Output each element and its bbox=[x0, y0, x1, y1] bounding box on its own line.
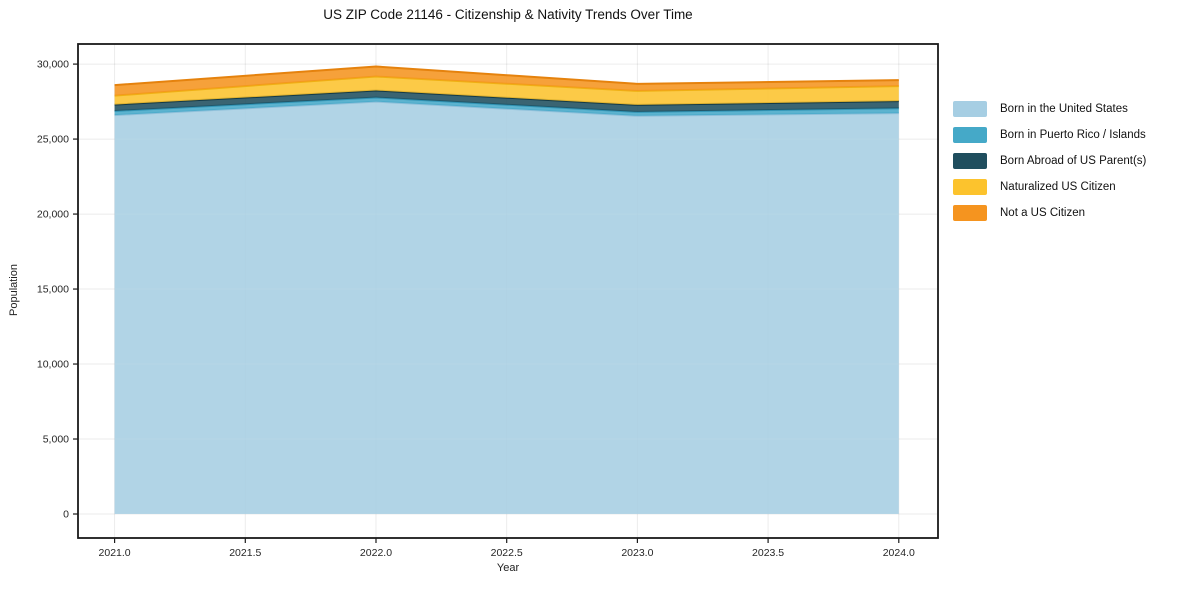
legend: Born in the United States Born in Puerto … bbox=[953, 101, 1146, 231]
legend-label: Born in Puerto Rico / Islands bbox=[1000, 129, 1146, 141]
legend-swatch bbox=[953, 127, 987, 143]
y-tick-label: 25,000 bbox=[37, 134, 69, 146]
stacked-areas bbox=[114, 65, 899, 514]
legend-label: Not a US Citizen bbox=[1000, 207, 1086, 219]
axes-spines bbox=[77, 43, 939, 539]
legend-item-born-in-the-united-states: Born in the United States bbox=[953, 101, 1146, 117]
y-tick-label: 15,000 bbox=[37, 284, 69, 296]
y-tick-label: 5,000 bbox=[43, 434, 69, 446]
legend-item-born-in-puerto-rico-islands: Born in Puerto Rico / Islands bbox=[953, 127, 1146, 143]
x-tick-label: 2022.0 bbox=[360, 547, 392, 559]
x-tick-label: 2021.0 bbox=[99, 547, 131, 559]
x-tick-label: 2021.5 bbox=[229, 547, 261, 559]
area-born-in-the-united-states bbox=[114, 101, 899, 514]
legend-label: Born Abroad of US Parent(s) bbox=[1000, 155, 1147, 167]
legend-label: Born in the United States bbox=[1000, 103, 1128, 115]
legend-item-not-a-us-citizen: Not a US Citizen bbox=[953, 205, 1146, 221]
chart-title: US ZIP Code 21146 - Citizenship & Nativi… bbox=[323, 7, 693, 22]
axis-ticks bbox=[73, 63, 900, 543]
x-tick-label: 2023.0 bbox=[621, 547, 653, 559]
axis-tick-labels: 2021.0 2021.5 2022.0 2022.5 2023.0 2023.5 2024… bbox=[37, 59, 915, 559]
legend-item-born-abroad-of-us-parent-s: Born Abroad of US Parent(s) bbox=[953, 153, 1146, 169]
edge-not-a-us-citizen bbox=[114, 65, 899, 87]
y-tick-label: 0 bbox=[63, 509, 69, 521]
x-tick-label: 2024.0 bbox=[883, 547, 915, 559]
legend-swatch bbox=[953, 205, 987, 221]
legend-item-naturalized-us-citizen: Naturalized US Citizen bbox=[953, 179, 1146, 195]
y-tick-label: 30,000 bbox=[37, 59, 69, 71]
x-tick-label: 2022.5 bbox=[491, 547, 523, 559]
legend-swatch bbox=[953, 179, 987, 195]
y-tick-label: 20,000 bbox=[37, 209, 69, 221]
legend-swatch bbox=[953, 153, 987, 169]
area-naturalized-us-citizen bbox=[114, 76, 899, 105]
y-tick-label: 10,000 bbox=[37, 359, 69, 371]
legend-swatch bbox=[953, 101, 987, 117]
area-not-a-us-citizen bbox=[114, 66, 899, 96]
x-tick-label: 2023.5 bbox=[752, 547, 784, 559]
x-axis-label: Year bbox=[496, 562, 520, 574]
area-born-abroad-of-us-parent-s bbox=[114, 90, 899, 112]
legend-label: Naturalized US Citizen bbox=[1000, 181, 1116, 193]
